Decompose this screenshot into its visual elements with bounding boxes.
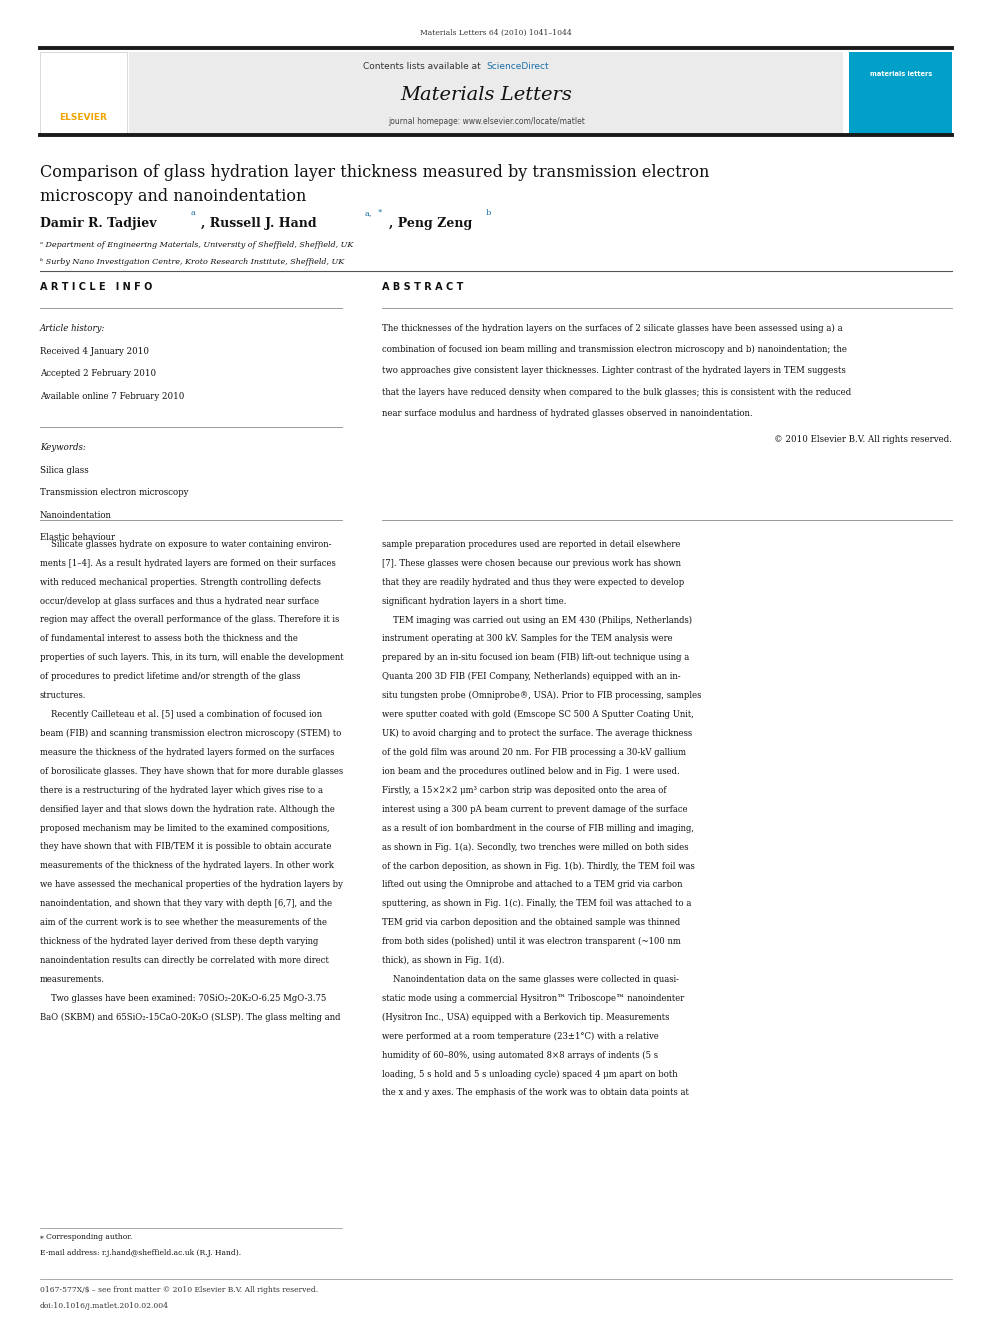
Text: of fundamental interest to assess both the thickness and the: of fundamental interest to assess both t…: [40, 635, 298, 643]
Text: Received 4 January 2010: Received 4 January 2010: [40, 347, 149, 356]
Text: of procedures to predict lifetime and/or strength of the glass: of procedures to predict lifetime and/or…: [40, 672, 300, 681]
Text: loading, 5 s hold and 5 s unloading cycle) spaced 4 μm apart on both: loading, 5 s hold and 5 s unloading cycl…: [382, 1069, 678, 1078]
Text: situ tungsten probe (Omniprobe®, USA). Prior to FIB processing, samples: situ tungsten probe (Omniprobe®, USA). P…: [382, 691, 701, 700]
Text: densified layer and that slows down the hydration rate. Although the: densified layer and that slows down the …: [40, 804, 334, 814]
Text: occur/develop at glass surfaces and thus a hydrated near surface: occur/develop at glass surfaces and thus…: [40, 597, 318, 606]
Text: Contents lists available at: Contents lists available at: [363, 62, 484, 70]
Text: (Hysitron Inc., USA) equipped with a Berkovich tip. Measurements: (Hysitron Inc., USA) equipped with a Ber…: [382, 1013, 670, 1021]
Text: Comparison of glass hydration layer thickness measured by transmission electron: Comparison of glass hydration layer thic…: [40, 164, 709, 181]
Text: ScienceDirect: ScienceDirect: [486, 62, 549, 70]
Text: Silicate glasses hydrate on exposure to water containing environ-: Silicate glasses hydrate on exposure to …: [40, 540, 331, 549]
Text: static mode using a commercial Hysitron™ Triboscope™ nanoindenter: static mode using a commercial Hysitron™…: [382, 994, 684, 1003]
Text: Two glasses have been examined: 70SiO₂-20K₂O-6.25 MgO-3.75: Two glasses have been examined: 70SiO₂-2…: [40, 994, 326, 1003]
Text: , Russell J. Hand: , Russell J. Hand: [201, 217, 317, 230]
Text: journal homepage: www.elsevier.com/locate/matlet: journal homepage: www.elsevier.com/locat…: [388, 118, 584, 126]
Text: E-mail address: r.j.hand@sheffield.ac.uk (R.J. Hand).: E-mail address: r.j.hand@sheffield.ac.uk…: [40, 1249, 241, 1257]
Text: A B S T R A C T: A B S T R A C T: [382, 282, 463, 292]
FancyBboxPatch shape: [40, 52, 127, 134]
Text: lifted out using the Omniprobe and attached to a TEM grid via carbon: lifted out using the Omniprobe and attac…: [382, 880, 682, 889]
Text: near surface modulus and hardness of hydrated glasses observed in nanoindentatio: near surface modulus and hardness of hyd…: [382, 409, 753, 418]
FancyBboxPatch shape: [129, 52, 843, 134]
Text: ⁎ Corresponding author.: ⁎ Corresponding author.: [40, 1233, 132, 1241]
Text: [7]. These glasses were chosen because our previous work has shown: [7]. These glasses were chosen because o…: [382, 558, 681, 568]
Text: Recently Cailleteau et al. [5] used a combination of focused ion: Recently Cailleteau et al. [5] used a co…: [40, 710, 321, 720]
Text: ments [1–4]. As a result hydrated layers are formed on their surfaces: ments [1–4]. As a result hydrated layers…: [40, 558, 335, 568]
Text: thick), as shown in Fig. 1(d).: thick), as shown in Fig. 1(d).: [382, 957, 504, 964]
Text: from both sides (polished) until it was electron transparent (~100 nm: from both sides (polished) until it was …: [382, 937, 681, 946]
Text: doi:10.1016/j.matlet.2010.02.004: doi:10.1016/j.matlet.2010.02.004: [40, 1302, 169, 1310]
Text: Silica glass: Silica glass: [40, 466, 88, 475]
Text: there is a restructuring of the hydrated layer which gives rise to a: there is a restructuring of the hydrated…: [40, 786, 322, 795]
Text: Damir R. Tadjiev: Damir R. Tadjiev: [40, 217, 156, 230]
Text: humidity of 60–80%, using automated 8×8 arrays of indents (5 s: humidity of 60–80%, using automated 8×8 …: [382, 1050, 658, 1060]
Text: b: b: [486, 209, 491, 217]
Text: Nanoindentation: Nanoindentation: [40, 511, 111, 520]
Text: measurements.: measurements.: [40, 975, 105, 984]
Text: ᵇ Surby Nano Investigation Centre, Kroto Research Institute, Sheffield, UK: ᵇ Surby Nano Investigation Centre, Kroto…: [40, 258, 344, 266]
Text: sputtering, as shown in Fig. 1(c). Finally, the TEM foil was attached to a: sputtering, as shown in Fig. 1(c). Final…: [382, 900, 691, 909]
Text: beam (FIB) and scanning transmission electron microscopy (STEM) to: beam (FIB) and scanning transmission ele…: [40, 729, 341, 738]
Text: that the layers have reduced density when compared to the bulk glasses; this is : that the layers have reduced density whe…: [382, 388, 851, 397]
Text: Materials Letters: Materials Letters: [400, 86, 572, 105]
Text: Quanta 200 3D FIB (FEI Company, Netherlands) equipped with an in-: Quanta 200 3D FIB (FEI Company, Netherla…: [382, 672, 681, 681]
Text: Article history:: Article history:: [40, 324, 105, 333]
Text: prepared by an in-situ focused ion beam (FIB) lift-out technique using a: prepared by an in-situ focused ion beam …: [382, 654, 689, 663]
Text: Materials Letters 64 (2010) 1041–1044: Materials Letters 64 (2010) 1041–1044: [421, 29, 571, 37]
Text: microscopy and nanoindentation: microscopy and nanoindentation: [40, 188, 307, 205]
Text: measurements of the thickness of the hydrated layers. In other work: measurements of the thickness of the hyd…: [40, 861, 333, 871]
Text: proposed mechanism may be limited to the examined compositions,: proposed mechanism may be limited to the…: [40, 823, 329, 832]
Text: with reduced mechanical properties. Strength controlling defects: with reduced mechanical properties. Stre…: [40, 578, 320, 586]
Text: they have shown that with FIB/TEM it is possible to obtain accurate: they have shown that with FIB/TEM it is …: [40, 843, 331, 852]
Text: Accepted 2 February 2010: Accepted 2 February 2010: [40, 369, 156, 378]
Text: that they are readily hydrated and thus they were expected to develop: that they are readily hydrated and thus …: [382, 578, 684, 586]
Text: significant hydration layers in a short time.: significant hydration layers in a short …: [382, 597, 566, 606]
Text: UK) to avoid charging and to protect the surface. The average thickness: UK) to avoid charging and to protect the…: [382, 729, 692, 738]
Text: Transmission electron microscopy: Transmission electron microscopy: [40, 488, 188, 497]
Text: ELSEVIER: ELSEVIER: [60, 112, 107, 122]
Text: region may affect the overall performance of the glass. Therefore it is: region may affect the overall performanc…: [40, 615, 339, 624]
Text: interest using a 300 pA beam current to prevent damage of the surface: interest using a 300 pA beam current to …: [382, 804, 687, 814]
Text: nanoindentation, and shown that they vary with depth [6,7], and the: nanoindentation, and shown that they var…: [40, 900, 331, 909]
Text: Nanoindentation data on the same glasses were collected in quasi-: Nanoindentation data on the same glasses…: [382, 975, 679, 984]
Text: sample preparation procedures used are reported in detail elsewhere: sample preparation procedures used are r…: [382, 540, 681, 549]
Text: A R T I C L E   I N F O: A R T I C L E I N F O: [40, 282, 152, 292]
Text: of the gold film was around 20 nm. For FIB processing a 30-kV gallium: of the gold film was around 20 nm. For F…: [382, 747, 685, 757]
Text: 0167-577X/$ – see front matter © 2010 Elsevier B.V. All rights reserved.: 0167-577X/$ – see front matter © 2010 El…: [40, 1286, 317, 1294]
Text: as shown in Fig. 1(a). Secondly, two trenches were milled on both sides: as shown in Fig. 1(a). Secondly, two tre…: [382, 843, 688, 852]
Text: materials letters: materials letters: [870, 71, 931, 77]
Text: instrument operating at 300 kV. Samples for the TEM analysis were: instrument operating at 300 kV. Samples …: [382, 635, 673, 643]
Text: Keywords:: Keywords:: [40, 443, 85, 452]
Text: TEM imaging was carried out using an EM 430 (Philips, Netherlands): TEM imaging was carried out using an EM …: [382, 615, 692, 624]
Text: of borosilicate glasses. They have shown that for more durable glasses: of borosilicate glasses. They have shown…: [40, 767, 343, 775]
Text: , Peng Zeng: , Peng Zeng: [389, 217, 472, 230]
Text: a,: a,: [365, 209, 373, 217]
Text: as a result of ion bombardment in the course of FIB milling and imaging,: as a result of ion bombardment in the co…: [382, 823, 694, 832]
Text: combination of focused ion beam milling and transmission electron microscopy and: combination of focused ion beam milling …: [382, 345, 847, 355]
Text: Firstly, a 15×2×2 μm³ carbon strip was deposited onto the area of: Firstly, a 15×2×2 μm³ carbon strip was d…: [382, 786, 667, 795]
Text: Elastic behaviour: Elastic behaviour: [40, 533, 115, 542]
Text: BaO (SKBM) and 65SiO₂-15CaO-20K₂O (SLSP). The glass melting and: BaO (SKBM) and 65SiO₂-15CaO-20K₂O (SLSP)…: [40, 1013, 340, 1021]
Text: aim of the current work is to see whether the measurements of the: aim of the current work is to see whethe…: [40, 918, 326, 927]
Text: nanoindentation results can directly be correlated with more direct: nanoindentation results can directly be …: [40, 957, 328, 964]
Text: TEM grid via carbon deposition and the obtained sample was thinned: TEM grid via carbon deposition and the o…: [382, 918, 681, 927]
Text: Available online 7 February 2010: Available online 7 February 2010: [40, 392, 185, 401]
Text: ion beam and the procedures outlined below and in Fig. 1 were used.: ion beam and the procedures outlined bel…: [382, 767, 680, 775]
Text: © 2010 Elsevier B.V. All rights reserved.: © 2010 Elsevier B.V. All rights reserved…: [775, 435, 952, 445]
Text: ᵃ Department of Engineering Materials, University of Sheffield, Sheffield, UK: ᵃ Department of Engineering Materials, U…: [40, 241, 353, 249]
Text: structures.: structures.: [40, 691, 86, 700]
Text: of the carbon deposition, as shown in Fig. 1(b). Thirdly, the TEM foil was: of the carbon deposition, as shown in Fi…: [382, 861, 694, 871]
Text: were sputter coated with gold (Emscope SC 500 A Sputter Coating Unit,: were sputter coated with gold (Emscope S…: [382, 710, 693, 720]
Text: we have assessed the mechanical properties of the hydration layers by: we have assessed the mechanical properti…: [40, 880, 342, 889]
Text: a: a: [190, 209, 195, 217]
Text: thickness of the hydrated layer derived from these depth varying: thickness of the hydrated layer derived …: [40, 937, 318, 946]
Text: two approaches give consistent layer thicknesses. Lighter contrast of the hydrat: two approaches give consistent layer thi…: [382, 366, 846, 376]
Text: properties of such layers. This, in its turn, will enable the development: properties of such layers. This, in its …: [40, 654, 343, 663]
FancyBboxPatch shape: [849, 52, 952, 134]
Text: measure the thickness of the hydrated layers formed on the surfaces: measure the thickness of the hydrated la…: [40, 747, 334, 757]
Text: *: *: [378, 209, 382, 217]
Text: were performed at a room temperature (23±1°C) with a relative: were performed at a room temperature (23…: [382, 1032, 659, 1041]
Text: The thicknesses of the hydration layers on the surfaces of 2 silicate glasses ha: The thicknesses of the hydration layers …: [382, 324, 842, 333]
Text: the x and y axes. The emphasis of the work was to obtain data points at: the x and y axes. The emphasis of the wo…: [382, 1089, 688, 1098]
